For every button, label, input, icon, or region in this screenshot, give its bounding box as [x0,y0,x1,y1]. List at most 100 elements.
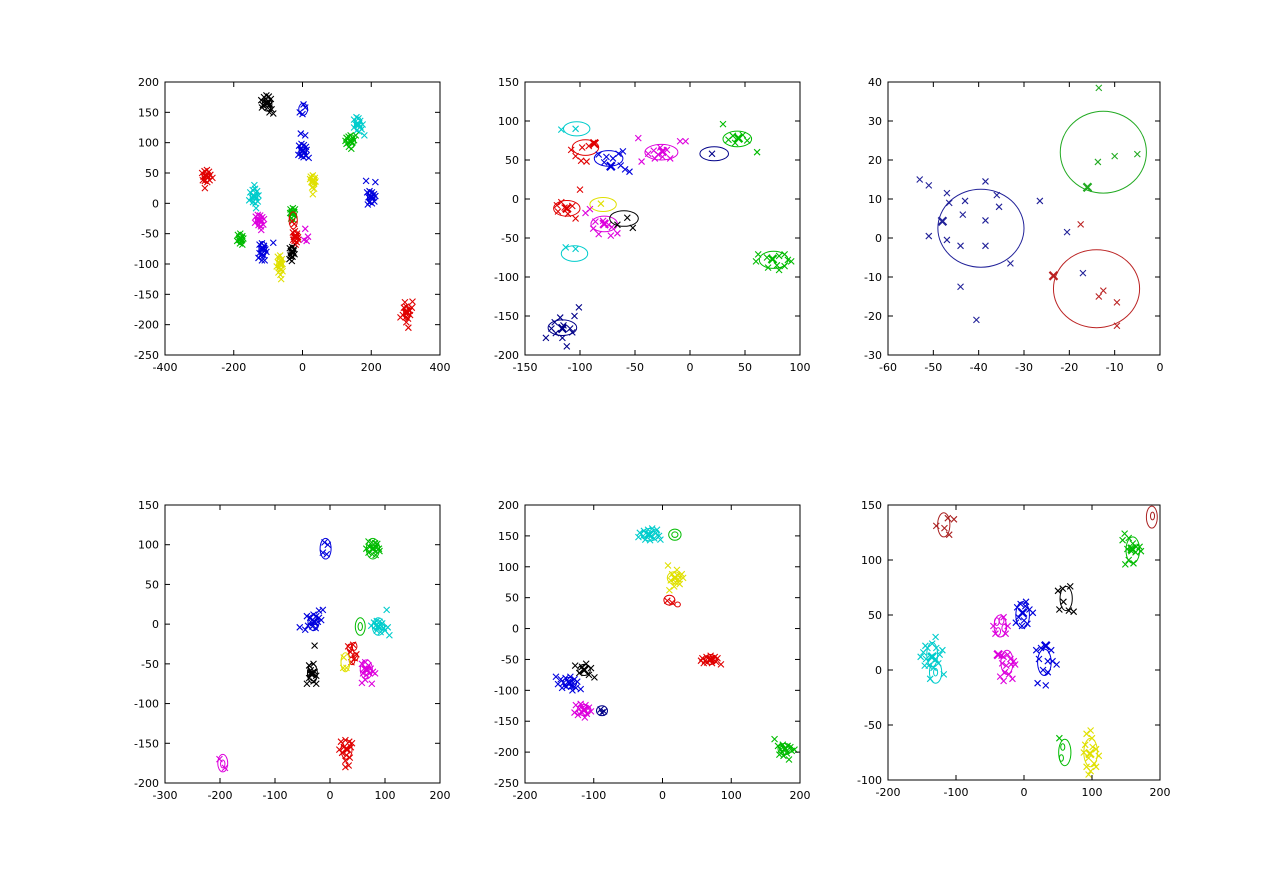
data-point-marker [934,660,942,667]
x-tick-label: 200 [790,789,811,802]
data-point-marker [303,612,311,620]
x-tick-label: -100 [263,789,288,802]
cluster-center-marker [258,244,268,254]
data-point-marker [665,586,673,594]
data-point-marker [1111,152,1119,160]
cluster-center-marker [1127,544,1137,554]
y-tick-label: 200 [138,76,159,89]
x-tick-label: -60 [879,361,897,374]
y-tick-label: -50 [864,719,882,732]
y-tick-label: 150 [138,499,159,512]
data-point-marker [311,642,318,649]
cluster-center-marker [287,247,297,257]
y-tick-label: -150 [494,310,519,323]
data-point-marker [296,623,304,631]
cluster-ellipse [553,200,581,217]
data-point-marker [266,108,273,116]
scatter-plot-bottom-left: -300 -200 -100 0 100 200-200-150-100-50050100… [134,499,450,802]
data-point-marker [305,662,313,669]
scatter-plot-top-middle: -150 -100 -50 0 50 100-200-150-100-5005010015… [494,76,810,374]
data-point-marker [559,334,566,342]
data-point-marker [575,669,583,677]
y-tick-label: -30 [864,349,882,362]
cluster-center-marker [564,678,575,688]
y-tick-label: 50 [868,609,882,622]
data-point-marker [571,709,578,716]
data-point-marker [1083,730,1090,738]
cluster-center-marker [309,616,319,627]
data-point-marker [1063,228,1071,236]
data-point-marker [670,583,678,590]
data-point-marker [922,655,930,663]
axes-box: -60 -50 -40 -30 -20 -10 0 -30 -20 -10 0 10 20 30 40 [864,76,1163,374]
data-point-marker [587,707,595,715]
data-point-marker [1066,583,1074,590]
data-point-marker [386,631,393,639]
data-point-marker [1079,269,1087,277]
data-point-marker [310,185,318,193]
x-tick-label: 0 [327,789,334,802]
data-point-marker [1095,752,1103,760]
data-point-marker [367,622,375,630]
plot-border [887,81,1161,356]
data-point-marker [572,245,579,253]
axes-box: -300 -200 -100 0 100 200-200-150-100-50050100… [134,499,450,802]
data-point-marker [781,262,788,270]
data-point-marker [303,680,311,688]
cluster-center-marker [402,307,412,318]
data-point-marker [358,679,366,687]
y-tick-label: -100 [494,271,519,284]
y-tick-label: 100 [138,137,159,150]
y-tick-label: -50 [501,232,519,245]
data-point-marker [921,662,929,669]
data-point-marker [668,599,676,606]
data-point-marker [342,763,349,771]
x-tick-label: 200 [361,361,382,374]
x-tick-label: 400 [430,361,451,374]
data-point-marker [679,574,687,582]
data-point-marker [752,258,760,265]
scatter-plot-top-left: -400 -200 0 200 400 -250 -200 -150 -100 -50 0 50 100… [134,76,451,374]
cluster-center-marker [373,621,384,632]
data-point-marker [339,664,347,672]
data-point-marker [1053,661,1061,668]
data-point-marker [312,624,320,632]
data-point-marker [362,177,370,185]
data-point-marker [353,650,360,658]
data-point-marker [305,154,313,162]
data-point-marker [404,324,412,332]
data-point-marker [310,660,317,668]
cluster-center-marker [937,216,948,227]
data-point-marker [1130,559,1137,567]
plot-border [524,81,801,356]
data-point-marker [261,256,269,264]
data-point-marker [1022,598,1030,606]
data-point-marker [319,549,327,557]
axes-box: -200 -100 0 100 200-250-200-150-100-50050100… [494,499,810,802]
x-tick-label: -300 [153,789,178,802]
data-point-marker [780,752,787,760]
data-point-marker [1070,608,1078,616]
data-point-marker [614,221,621,229]
data-point-marker [708,150,716,158]
x-tick-label: -100 [568,361,593,374]
data-point-marker [944,514,952,522]
cluster-ellipse [560,245,589,262]
data-point-marker [700,659,708,667]
data-point-marker [371,670,379,677]
cluster-ellipse [1059,110,1147,194]
y-tick-label: 0 [875,664,882,677]
data-point-marker [775,266,783,274]
data-point-marker [936,651,944,658]
cluster-ellipse [998,616,1005,625]
y-tick-label: -200 [494,349,519,362]
data-point-marker [993,191,1001,199]
data-point-marker [1081,741,1089,749]
x-tick-label: -200 [208,789,233,802]
x-tick-label: -40 [970,361,988,374]
data-point-marker [916,176,924,183]
data-point-marker [577,685,585,693]
data-point-marker [1095,293,1103,300]
cluster-center-marker [993,649,1003,660]
